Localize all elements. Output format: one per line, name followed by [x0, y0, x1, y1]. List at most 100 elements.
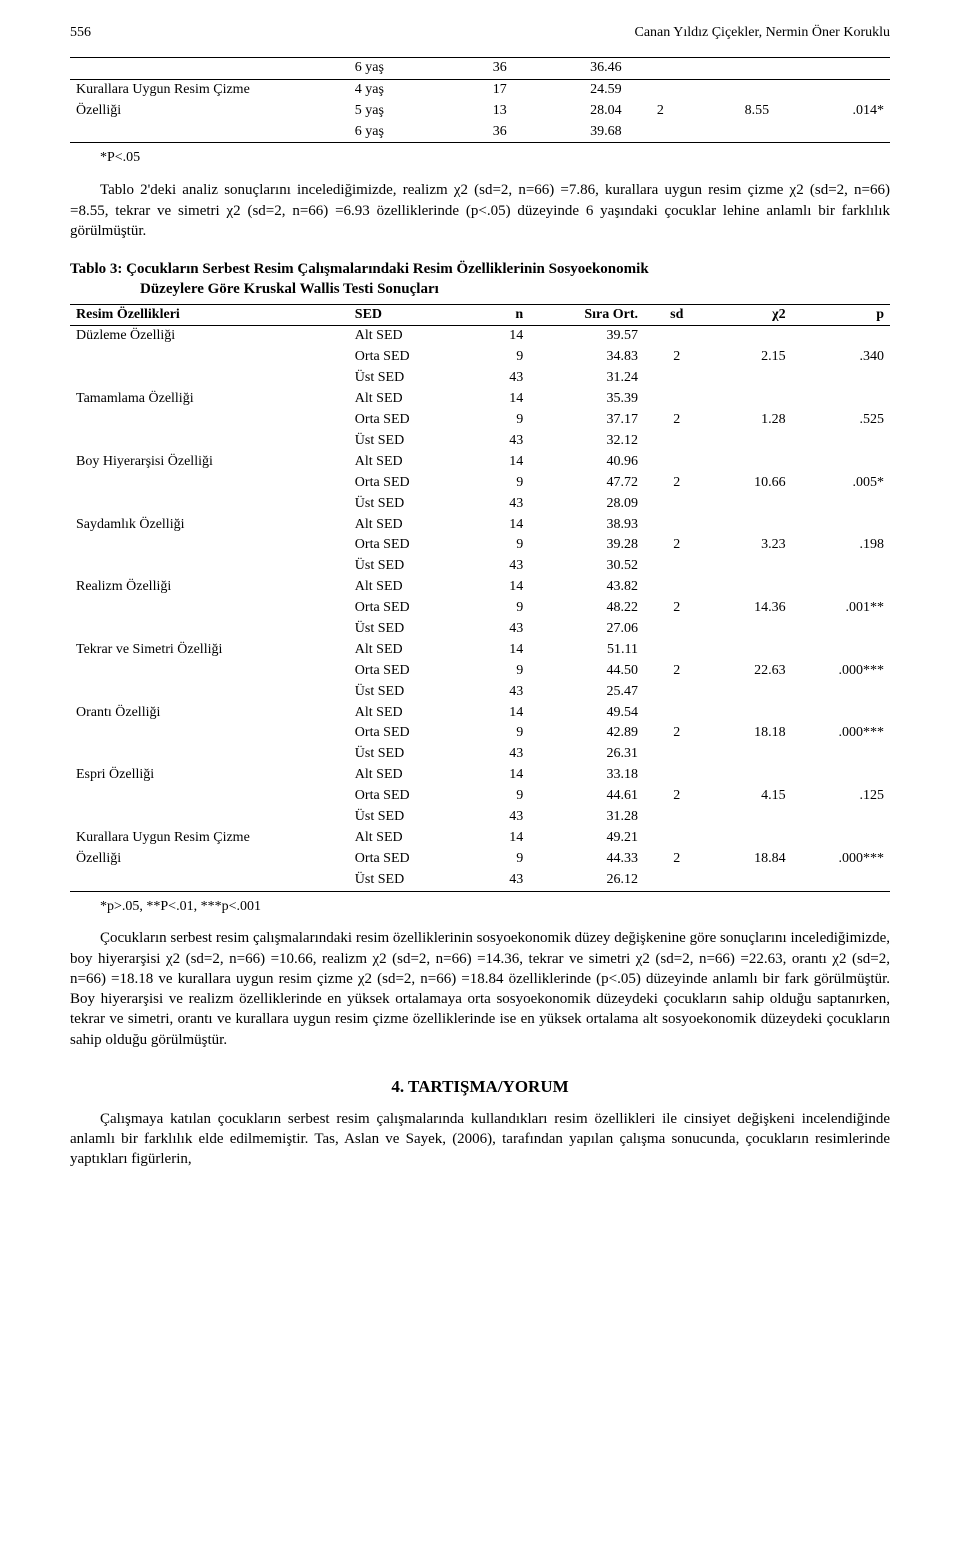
cell-sed: Orta SED — [349, 786, 464, 807]
cell — [792, 515, 890, 536]
table3: Resim Özellikleri SED n Sıra Ort. sd χ2 … — [70, 304, 890, 892]
cell — [792, 326, 890, 347]
cell — [710, 870, 792, 891]
cell: .000*** — [792, 661, 890, 682]
feature-label — [70, 494, 349, 515]
cell-ort: 40.96 — [529, 452, 644, 473]
table3-title-line1: Tablo 3: Çocukların Serbest Resim Çalışm… — [70, 259, 890, 279]
cell-sed: Üst SED — [349, 494, 464, 515]
cell-n: 14 — [464, 515, 530, 536]
table-top-fragment: 6 yaş 36 36.46 Kurallara Uygun Resim Çiz… — [70, 57, 890, 144]
cell-sed: Üst SED — [349, 682, 464, 703]
cell-ort: 44.33 — [529, 849, 644, 870]
cell: 5 yaş — [349, 101, 447, 122]
cell-sed: Üst SED — [349, 807, 464, 828]
th-ort: Sıra Ort. — [529, 304, 644, 326]
cell-ort: 49.21 — [529, 828, 644, 849]
cell: 28.04 — [513, 101, 628, 122]
cell — [710, 389, 792, 410]
cell-ort: 42.89 — [529, 723, 644, 744]
feature-label — [70, 556, 349, 577]
cell-n: 43 — [464, 744, 530, 765]
feature-label — [70, 598, 349, 619]
cell-ort: 38.93 — [529, 515, 644, 536]
cell: 13 — [447, 101, 513, 122]
feature-label — [70, 661, 349, 682]
cell-n: 43 — [464, 431, 530, 452]
cell — [644, 389, 710, 410]
cell-ort: 39.28 — [529, 535, 644, 556]
cell — [644, 619, 710, 640]
table3-note: *p>.05, **P<.01, ***p<.001 — [100, 898, 890, 917]
cell: 4.15 — [710, 786, 792, 807]
page-number: 556 — [70, 24, 91, 43]
cell: .198 — [792, 535, 890, 556]
cell-n: 9 — [464, 535, 530, 556]
th-feature: Resim Özellikleri — [70, 304, 349, 326]
cell — [644, 703, 710, 724]
cell — [792, 368, 890, 389]
feature-label: Kurallara Uygun Resim Çizme — [70, 828, 349, 849]
cell-n: 9 — [464, 661, 530, 682]
cell — [792, 682, 890, 703]
cell — [644, 744, 710, 765]
cell: 10.66 — [710, 473, 792, 494]
cell: 2 — [644, 849, 710, 870]
feature-label — [70, 807, 349, 828]
cell-n: 9 — [464, 723, 530, 744]
cell — [644, 452, 710, 473]
feature-label: Tamamlama Özelliği — [70, 389, 349, 410]
cell-ort: 26.31 — [529, 744, 644, 765]
cell-ort: 28.09 — [529, 494, 644, 515]
cell-ort: 47.72 — [529, 473, 644, 494]
cell-n: 14 — [464, 452, 530, 473]
cell: 1.28 — [710, 410, 792, 431]
cell-sed: Alt SED — [349, 452, 464, 473]
feature-label — [70, 368, 349, 389]
row-label: Kurallara Uygun Resim Çizme — [70, 79, 349, 100]
cell — [644, 326, 710, 347]
cell-ort: 33.18 — [529, 765, 644, 786]
cell-ort: 44.61 — [529, 786, 644, 807]
cell-sed: Orta SED — [349, 598, 464, 619]
cell: 36 — [447, 57, 513, 79]
cell — [792, 452, 890, 473]
cell-n: 43 — [464, 619, 530, 640]
cell-n: 43 — [464, 682, 530, 703]
cell: 18.84 — [710, 849, 792, 870]
cell: .340 — [792, 347, 890, 368]
cell-sed: Alt SED — [349, 703, 464, 724]
cell-n: 9 — [464, 473, 530, 494]
th-sd: sd — [644, 304, 710, 326]
feature-label — [70, 619, 349, 640]
feature-label — [70, 723, 349, 744]
cell-n: 9 — [464, 849, 530, 870]
th-p: p — [792, 304, 890, 326]
cell-ort: 30.52 — [529, 556, 644, 577]
cell-n: 9 — [464, 347, 530, 368]
cell — [792, 807, 890, 828]
cell — [710, 828, 792, 849]
cell-sed: Üst SED — [349, 431, 464, 452]
table3-title-line2: Düzeylere Göre Kruskal Wallis Testi Sonu… — [70, 279, 890, 299]
cell: 2 — [644, 661, 710, 682]
cell-ort: 37.17 — [529, 410, 644, 431]
feature-label: Saydamlık Özelliği — [70, 515, 349, 536]
cell-sed: Orta SED — [349, 347, 464, 368]
cell-sed: Alt SED — [349, 577, 464, 598]
cell — [792, 556, 890, 577]
cell: .525 — [792, 410, 890, 431]
cell: 2.15 — [710, 347, 792, 368]
cell: .125 — [792, 786, 890, 807]
feature-label — [70, 682, 349, 703]
cell — [644, 577, 710, 598]
feature-label: Boy Hiyerarşisi Özelliği — [70, 452, 349, 473]
cell-sed: Orta SED — [349, 723, 464, 744]
cell-n: 14 — [464, 640, 530, 661]
cell: 2 — [644, 347, 710, 368]
cell-sed: Orta SED — [349, 661, 464, 682]
cell — [710, 577, 792, 598]
cell — [710, 765, 792, 786]
cell: 39.68 — [513, 122, 628, 143]
cell-ort: 34.83 — [529, 347, 644, 368]
